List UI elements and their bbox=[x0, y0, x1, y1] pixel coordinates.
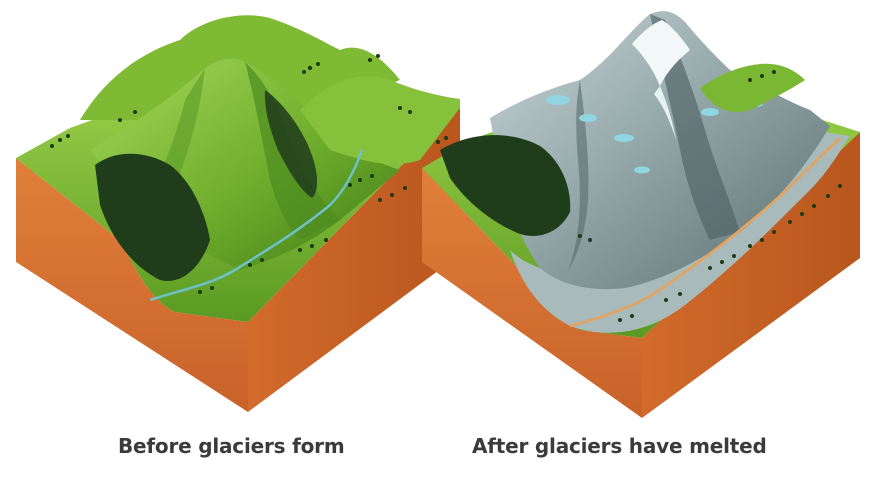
after-glaciers-illustration bbox=[422, 11, 860, 418]
after-valley-stream bbox=[569, 137, 841, 328]
before-soil-front-face bbox=[16, 158, 248, 412]
before-glaciers-caption: Before glaciers form bbox=[118, 434, 345, 458]
before-left-forest bbox=[95, 153, 210, 281]
before-valley-stream bbox=[149, 149, 364, 302]
after-scattered-trees bbox=[436, 70, 842, 322]
before-center-forest bbox=[264, 90, 318, 198]
before-mountain-ridge-shadow-2 bbox=[140, 68, 205, 212]
after-glaciers-block bbox=[410, 0, 870, 430]
after-snow-streak bbox=[654, 86, 676, 140]
before-right-hills bbox=[300, 76, 460, 165]
after-glaciers-caption: After glaciers have melted bbox=[472, 434, 767, 458]
before-glaciers-illustration bbox=[16, 15, 460, 412]
before-glaciers-block bbox=[0, 0, 460, 430]
after-snow-cap bbox=[632, 20, 690, 86]
after-peak-shadow-2 bbox=[568, 80, 589, 270]
after-left-forest bbox=[440, 135, 571, 236]
after-soil-side-face bbox=[642, 132, 860, 418]
before-soil-side-face bbox=[248, 106, 460, 412]
after-peak-shadow bbox=[650, 14, 740, 240]
after-hanging-valley bbox=[700, 63, 805, 112]
before-scattered-trees bbox=[50, 54, 412, 294]
